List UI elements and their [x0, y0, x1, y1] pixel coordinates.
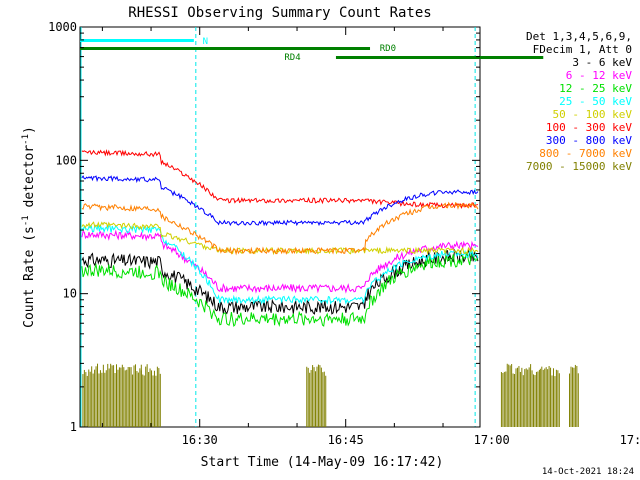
legend-entry: 300 - 800 keV	[546, 134, 632, 147]
series-line-5	[81, 221, 479, 256]
y-axis-label: Count Rate (s-1 detector-1)	[21, 126, 37, 328]
legend-entry: 3 - 6 keV	[572, 56, 632, 69]
series-line-3	[81, 253, 479, 328]
flag-bars: N RD0 RD4	[80, 37, 544, 63]
plot-area	[80, 27, 579, 427]
y-tick-label: 100	[55, 153, 77, 167]
y-label-main: Count Rate (s	[22, 226, 37, 328]
y-tick-label: 10	[63, 287, 77, 301]
legend-entry: 50 - 100 keV	[553, 108, 633, 121]
y-label-sup-2: -1	[21, 134, 31, 145]
y-tick-label: 1	[70, 420, 77, 434]
legend-entry: 6 - 12 keV	[566, 69, 633, 82]
series-line-1	[81, 248, 479, 315]
y-label-end: )	[22, 126, 37, 134]
flag-label-n: N	[203, 37, 208, 47]
y-label-mid: detector	[22, 145, 37, 216]
x-tick-label: 17:00	[474, 433, 510, 447]
x-tick-label: 16:45	[328, 433, 364, 447]
series-line-6	[81, 149, 479, 209]
series-line-4	[81, 223, 479, 306]
x-tick-label: 16:30	[182, 433, 218, 447]
flag-label-rd0: RD0	[380, 44, 396, 54]
generated-timestamp: 14-Oct-2021 18:24	[542, 467, 634, 477]
flag-bar-rd4	[335, 56, 544, 59]
y-tick-label: 1000	[48, 20, 77, 34]
legend: Det 1,3,4,5,6,9,FDecim 1, Att 03 - 6 keV…	[526, 30, 632, 173]
plot-frame	[79, 26, 481, 428]
flag-bar-n	[80, 39, 194, 42]
legend-header-line: Det 1,3,4,5,6,9,	[526, 30, 632, 43]
legend-entry: 100 - 300 keV	[546, 121, 632, 134]
legend-header-line: FDecim 1, Att 0	[533, 43, 632, 56]
flag-label-rd4: RD4	[284, 53, 300, 63]
legend-entry: 12 - 25 keV	[559, 82, 632, 95]
x-tick-label: 17:15	[620, 433, 640, 447]
chart-title: RHESSI Observing Summary Count Rates	[128, 5, 431, 21]
y-label-sup-1: -1	[21, 215, 31, 226]
series-line-2	[81, 229, 479, 294]
legend-entry: 25 - 50 keV	[559, 95, 632, 108]
series-line-8	[81, 201, 479, 256]
legend-entry: 800 - 7000 keV	[539, 147, 632, 160]
flag-bar-rd0	[80, 47, 371, 50]
x-axis-label: Start Time (14-May-09 16:17:42)	[201, 455, 444, 470]
legend-entry: 7000 - 15000 keV	[526, 160, 632, 173]
series-line-7	[81, 175, 479, 227]
